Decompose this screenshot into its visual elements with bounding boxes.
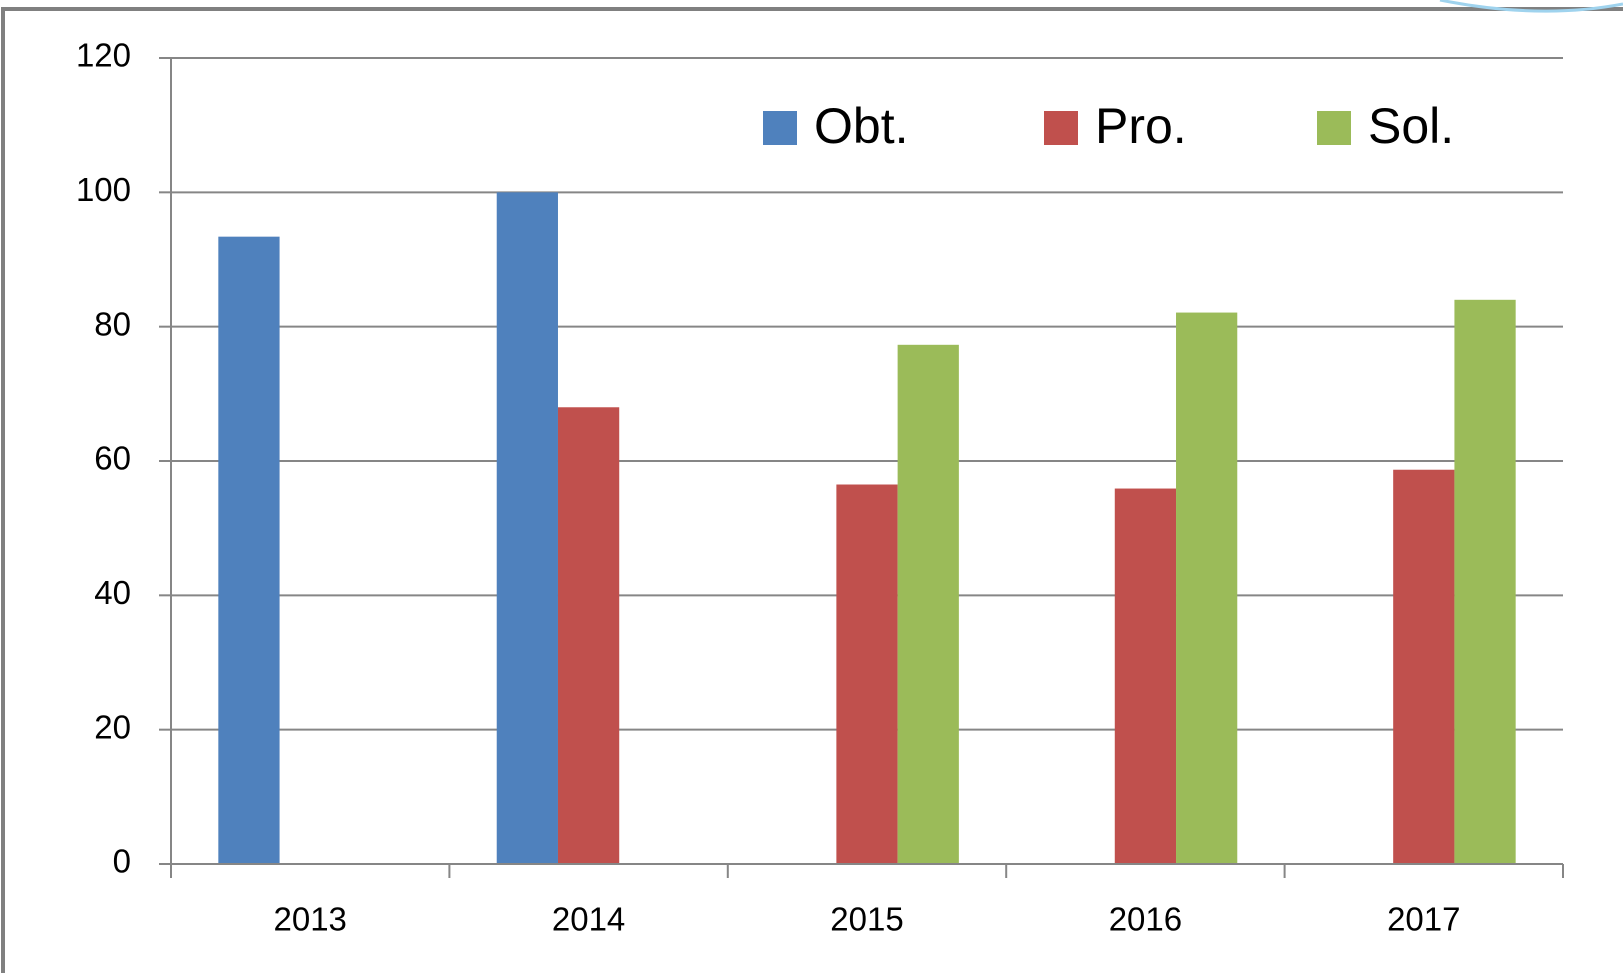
bar (1393, 469, 1455, 864)
legend-swatch (1317, 111, 1351, 145)
legend-swatch (1044, 111, 1078, 145)
bar (557, 407, 620, 864)
x-tick-label: 2013 (273, 901, 346, 938)
bar (218, 236, 280, 864)
legend-label: Obt. (814, 98, 908, 154)
legend-label: Sol. (1368, 98, 1454, 154)
bar (496, 192, 558, 865)
bar (836, 484, 898, 864)
legend-label: Pro. (1095, 98, 1187, 154)
legend-swatch (763, 111, 797, 145)
y-tick-label: 40 (94, 574, 131, 611)
bar (1114, 488, 1177, 864)
y-tick-label: 120 (76, 37, 131, 74)
y-tick-label: 60 (94, 440, 131, 477)
y-tick-label: 80 (94, 305, 131, 342)
x-tick-label: 2016 (1109, 901, 1182, 938)
x-tick-label: 2014 (552, 901, 625, 938)
bar (897, 344, 959, 865)
y-tick-label: 100 (76, 171, 131, 208)
x-tick-label: 2017 (1387, 901, 1460, 938)
y-tick-label: 20 (94, 708, 131, 745)
decoration (1439, 0, 1623, 13)
x-tick-label: 2015 (830, 901, 903, 938)
bar (1454, 299, 1516, 864)
y-tick-label: 0 (113, 843, 131, 880)
bar (1176, 312, 1238, 865)
